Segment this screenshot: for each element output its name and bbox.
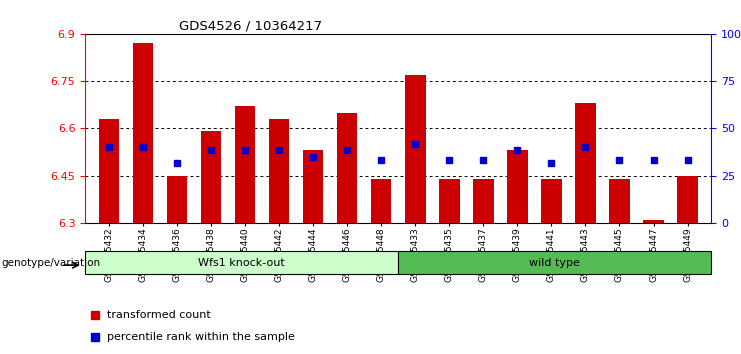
Bar bbox=[507, 150, 528, 223]
Bar bbox=[399, 251, 711, 274]
Bar bbox=[99, 119, 119, 223]
Bar bbox=[85, 251, 399, 274]
Text: GDS4526 / 10364217: GDS4526 / 10364217 bbox=[179, 19, 322, 33]
Bar bbox=[677, 176, 698, 223]
Text: percentile rank within the sample: percentile rank within the sample bbox=[107, 332, 295, 342]
Bar bbox=[541, 179, 562, 223]
Bar bbox=[167, 176, 187, 223]
Bar bbox=[337, 113, 357, 223]
Bar bbox=[439, 179, 459, 223]
Text: genotype/variation: genotype/variation bbox=[1, 258, 101, 268]
Bar bbox=[133, 43, 153, 223]
Bar bbox=[643, 220, 664, 223]
Bar bbox=[575, 103, 596, 223]
Text: wild type: wild type bbox=[529, 258, 580, 268]
Text: Wfs1 knock-out: Wfs1 knock-out bbox=[199, 258, 285, 268]
Bar bbox=[201, 131, 222, 223]
Text: transformed count: transformed count bbox=[107, 310, 211, 320]
Bar bbox=[235, 106, 256, 223]
Bar bbox=[405, 75, 425, 223]
Bar bbox=[609, 179, 630, 223]
Bar bbox=[269, 119, 290, 223]
Bar bbox=[303, 150, 323, 223]
Bar bbox=[371, 179, 391, 223]
Bar bbox=[473, 179, 494, 223]
